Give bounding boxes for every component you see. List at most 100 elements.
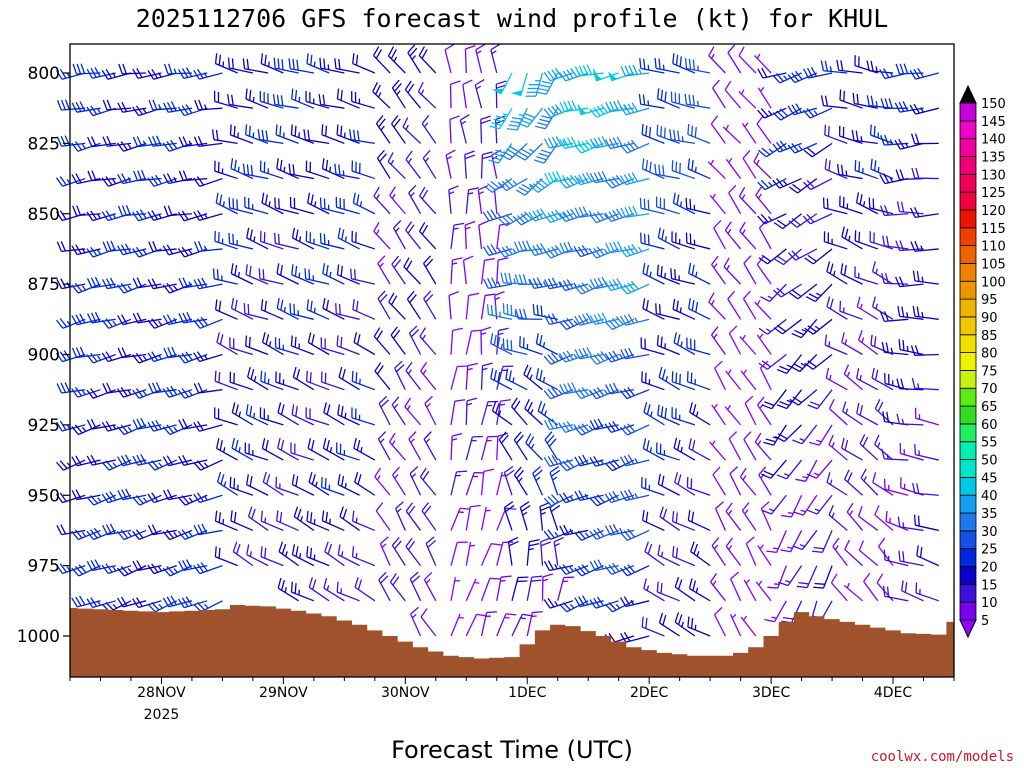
wind-barb-full (494, 290, 505, 296)
wind-barb-full (196, 176, 205, 186)
wind-barb-full (193, 241, 200, 252)
wind-barb-full (517, 215, 526, 224)
wind-barb-full (619, 144, 628, 154)
wind-barb (805, 283, 833, 302)
wind-barb-full (585, 312, 593, 323)
wind-barb-shaft (641, 626, 665, 637)
wind-barb (843, 582, 863, 602)
wind-barb-half (410, 192, 415, 197)
wind-barb-shaft (391, 545, 406, 566)
wind-barb-full (291, 264, 294, 275)
wind-barb (459, 114, 470, 144)
wind-barb (373, 222, 391, 250)
wind-barb (242, 163, 269, 180)
wind-barb (323, 402, 345, 426)
wind-barb-full (566, 279, 574, 289)
wind-barb-full (325, 159, 329, 171)
x-tick-label: 30NOV (381, 685, 430, 701)
wind-barb-half (562, 139, 566, 146)
wind-barb (349, 129, 375, 145)
x-axis-label: Forecast Time (UTC) (391, 736, 633, 764)
wind-barb-full (917, 515, 920, 527)
wind-barb-full (895, 63, 901, 75)
wind-barb-full (623, 565, 632, 575)
colorbar-tick-label: 65 (981, 400, 998, 415)
wind-barb-full (708, 292, 715, 303)
wind-barb-full (393, 220, 402, 229)
wind-barb (880, 134, 909, 146)
wind-barb-half (561, 212, 567, 218)
wind-barb (388, 292, 406, 320)
wind-barb (147, 492, 177, 504)
wind-barb-full (87, 136, 93, 147)
wind-barb (193, 562, 223, 575)
credit-label[interactable]: coolwx.com/models (871, 749, 1014, 765)
wind-barb (780, 530, 803, 553)
wind-barb (409, 466, 422, 496)
wind-barb (883, 549, 909, 567)
wind-barb-half (768, 508, 775, 512)
wind-barb (351, 91, 376, 109)
wind-barb (288, 163, 314, 180)
wind-barb-full (90, 67, 97, 78)
wind-barb-full (74, 282, 83, 292)
wind-barb-full (55, 352, 63, 362)
wind-barb (336, 88, 360, 109)
wind-barb-half (773, 547, 779, 550)
wind-barb-full (220, 474, 225, 485)
wind-barb-shaft (829, 408, 848, 426)
wind-barb-full (914, 444, 917, 455)
wind-barb (620, 454, 650, 467)
wind-barb (844, 539, 863, 567)
wind-barb-full (571, 100, 577, 111)
wind-barb-shaft (914, 213, 939, 218)
wind-barb-full (391, 79, 400, 89)
wind-barb-full (336, 264, 340, 275)
wind-barb-full (555, 68, 563, 78)
wind-barb-full (581, 423, 590, 433)
wind-barb (558, 174, 589, 189)
wind-barb-full (116, 388, 124, 398)
wind-barb-full (824, 95, 829, 107)
wind-barb-half (283, 306, 286, 313)
wind-barb-full (738, 186, 746, 197)
wind-barb (641, 158, 665, 180)
wind-barb-shaft (375, 123, 391, 144)
wind-barb (777, 565, 803, 587)
wind-barb-half (741, 334, 746, 340)
wind-barb-half (458, 511, 464, 514)
wind-barb (243, 303, 269, 320)
wind-barb-full (72, 63, 78, 75)
wind-barb-full (181, 68, 189, 78)
wind-barb-full (754, 432, 762, 443)
wind-barb-full (340, 125, 343, 137)
wind-barb-shaft (490, 49, 498, 74)
wind-barb-full (608, 524, 615, 535)
wind-barb-full (672, 53, 675, 64)
colorbar-tick-label: 60 (981, 418, 998, 433)
wind-barb-full (712, 466, 721, 476)
wind-barb (276, 263, 299, 285)
wind-barb (674, 472, 696, 496)
wind-barb-full (135, 388, 144, 398)
wind-barb-shaft (291, 134, 315, 144)
wind-barb-full (597, 136, 604, 147)
wind-barb-shaft (496, 366, 504, 390)
wind-barb-full (59, 210, 67, 220)
wind-barb (101, 318, 132, 329)
wind-barb (334, 58, 360, 74)
wind-barb (390, 326, 406, 355)
wind-barb-full (518, 274, 524, 285)
wind-barb-full (497, 336, 501, 348)
wind-barb-full (605, 242, 611, 253)
wind-barb-full (559, 101, 566, 112)
wind-barb (274, 232, 299, 250)
wind-barb-shaft (728, 192, 742, 215)
wind-barb-full (738, 46, 745, 57)
wind-barb-full (532, 183, 542, 191)
wind-barb-full (776, 287, 786, 296)
wind-barb-full (543, 71, 551, 82)
wind-barb-full (230, 510, 233, 521)
wind-barb-full (578, 65, 585, 76)
wind-barb-full (410, 329, 420, 338)
